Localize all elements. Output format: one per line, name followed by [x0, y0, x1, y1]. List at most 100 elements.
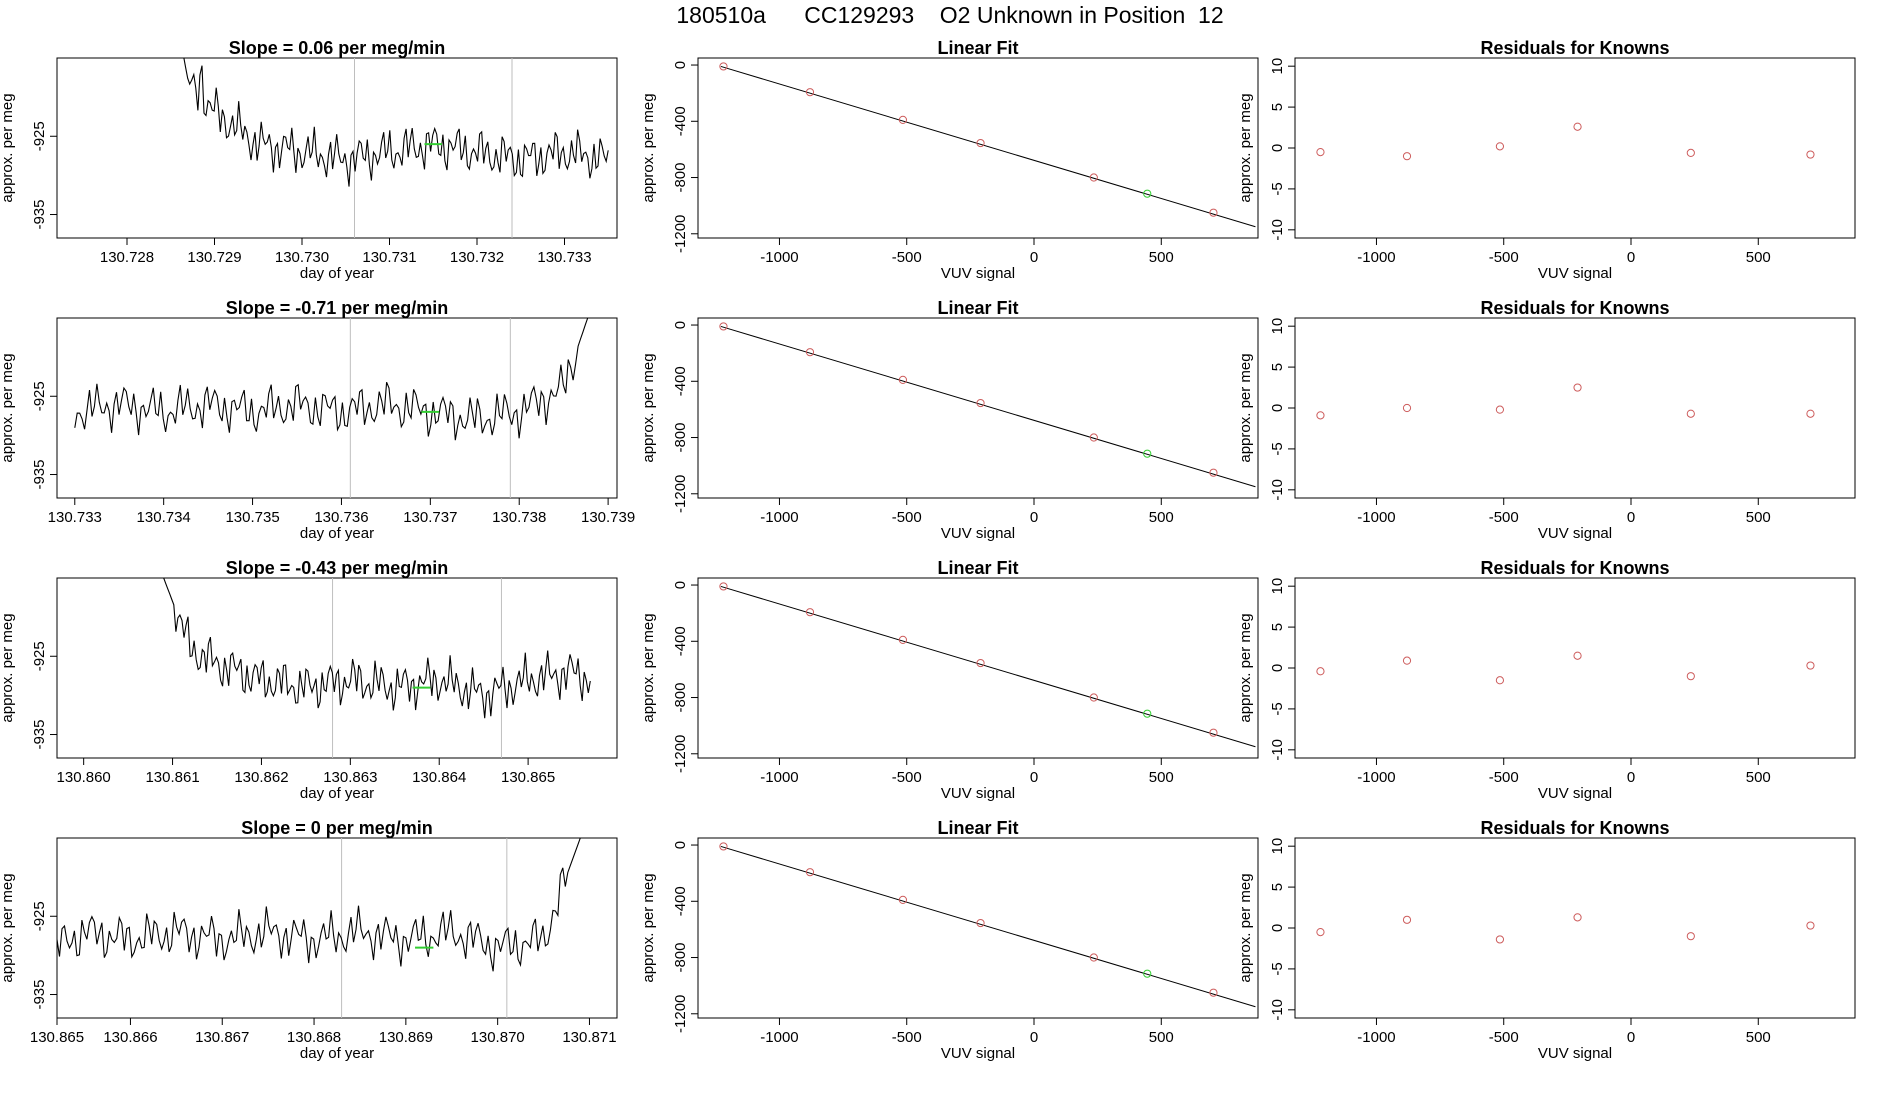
residual-point	[1495, 142, 1505, 151]
residual-point	[1495, 405, 1505, 414]
residual-point	[1806, 150, 1815, 159]
plot-title: Residuals for Knowns	[1480, 558, 1669, 578]
x-tick-label: 0	[1627, 509, 1635, 526]
x-tick-label: -500	[892, 769, 922, 786]
known-point	[976, 658, 985, 668]
plot-area	[74, 318, 589, 498]
x-tick-label: -1000	[760, 249, 798, 266]
residual-point	[1402, 403, 1412, 413]
x-tick-label: 130.733	[48, 509, 102, 526]
residual-point	[1316, 667, 1325, 676]
x-tick-label: 500	[1746, 769, 1771, 786]
x-tick-label: 130.865	[501, 769, 555, 786]
plot-frame	[1294, 837, 1856, 1019]
plot-title: Residuals for Knowns	[1480, 818, 1669, 838]
y-axis-label: approx. per meg	[640, 353, 657, 462]
fit-line	[720, 845, 1256, 1008]
known-point	[1089, 433, 1098, 442]
linear-fit-panel-row-2: Linear Fit -1000 -500 0 500 VUV signal -1200 -8…	[640, 298, 1259, 542]
plot-title: Linear Fit	[937, 38, 1018, 58]
y-tick-label: -800	[672, 943, 689, 973]
y-tick-label: -925	[31, 121, 48, 151]
x-tick-label: -1000	[760, 509, 798, 526]
plot-title: Linear Fit	[937, 298, 1018, 318]
known-point	[805, 868, 815, 877]
y-tick-label: 5	[1269, 103, 1286, 111]
y-tick-label: 0	[672, 321, 689, 329]
x-tick-label: 500	[1149, 769, 1174, 786]
per-meg-trace	[163, 578, 591, 719]
y-tick-label: -800	[672, 683, 689, 713]
x-tick-label: 130.736	[314, 509, 368, 526]
fit-line	[720, 65, 1256, 228]
plot-title: Slope = -0.71 per meg/min	[226, 298, 449, 318]
y-tick-label: -5	[1269, 702, 1286, 715]
x-tick-label: -500	[1489, 769, 1519, 786]
known-point	[1089, 693, 1098, 702]
y-tick-label: 0	[1269, 924, 1286, 932]
x-axis-label: VUV signal	[1538, 265, 1612, 282]
unknown-point	[1143, 449, 1152, 458]
y-tick-label: -1200	[672, 475, 689, 513]
linear-fit-panel-row-3: Linear Fit -1000 -500 0 500 VUV signal -1200 -8…	[640, 558, 1259, 802]
y-axis-label: approx. per meg	[640, 613, 657, 722]
y-tick-label: -5	[1269, 442, 1286, 455]
y-tick-label: -400	[672, 106, 689, 136]
plot-area	[719, 62, 1256, 228]
unknown-point	[1143, 189, 1152, 198]
y-axis-label: approx. per meg	[0, 873, 16, 982]
y-tick-label: 0	[1269, 404, 1286, 412]
y-tick-label: -925	[31, 381, 48, 411]
x-tick-label: -500	[892, 249, 922, 266]
x-axis-label: day of year	[300, 785, 374, 802]
y-tick-label: -10	[1269, 999, 1286, 1021]
x-axis-label: VUV signal	[941, 265, 1015, 282]
unknown-point	[1143, 969, 1152, 978]
x-axis-label: VUV signal	[941, 1045, 1015, 1062]
x-tick-label: -500	[1489, 509, 1519, 526]
time-series-panel-row-3: Slope = -0.43 per meg/min 130.860 130.861 1…	[0, 558, 618, 802]
plot-area	[719, 322, 1256, 488]
x-tick-label: 0	[1030, 769, 1038, 786]
x-tick-label: 130.737	[403, 509, 457, 526]
known-point	[1089, 173, 1098, 182]
y-tick-label: -400	[672, 366, 689, 396]
x-tick-label: -500	[1489, 249, 1519, 266]
y-tick-label: -925	[31, 641, 48, 671]
x-tick-label: -500	[892, 509, 922, 526]
y-tick-label: -400	[672, 886, 689, 916]
known-point	[898, 635, 908, 644]
x-tick-label: 130.864	[412, 769, 466, 786]
x-tick-label: 130.735	[225, 509, 279, 526]
plot-frame	[1294, 57, 1856, 239]
y-tick-label: -800	[672, 423, 689, 453]
x-tick-label: 0	[1030, 249, 1038, 266]
x-axis-label: day of year	[300, 525, 374, 542]
y-axis-label: approx. per meg	[1237, 613, 1254, 722]
x-tick-label: 500	[1746, 1029, 1771, 1046]
residual-point	[1402, 915, 1412, 924]
y-tick-label: 0	[1269, 144, 1286, 152]
plot-area	[1316, 651, 1815, 685]
x-tick-label: 130.730	[275, 249, 329, 266]
x-tick-label: 130.734	[137, 509, 191, 526]
known-point	[1089, 953, 1098, 962]
y-tick-label: -400	[672, 626, 689, 656]
x-tick-label: 500	[1149, 249, 1174, 266]
x-tick-label: 130.861	[145, 769, 199, 786]
x-tick-label: 130.862	[234, 769, 288, 786]
x-tick-label: -1000	[1357, 249, 1395, 266]
residual-point	[1495, 676, 1505, 685]
known-point	[898, 375, 908, 384]
unknown-point	[1143, 709, 1152, 718]
x-tick-label: 130.870	[471, 1029, 525, 1046]
plot-title: Linear Fit	[937, 818, 1018, 838]
x-tick-label: 130.738	[492, 509, 546, 526]
x-tick-label: 0	[1627, 1029, 1635, 1046]
fit-line	[720, 585, 1256, 748]
known-point	[898, 895, 908, 904]
x-axis-label: day of year	[300, 265, 374, 282]
x-tick-label: 500	[1149, 1029, 1174, 1046]
y-tick-label: 10	[1269, 578, 1286, 595]
